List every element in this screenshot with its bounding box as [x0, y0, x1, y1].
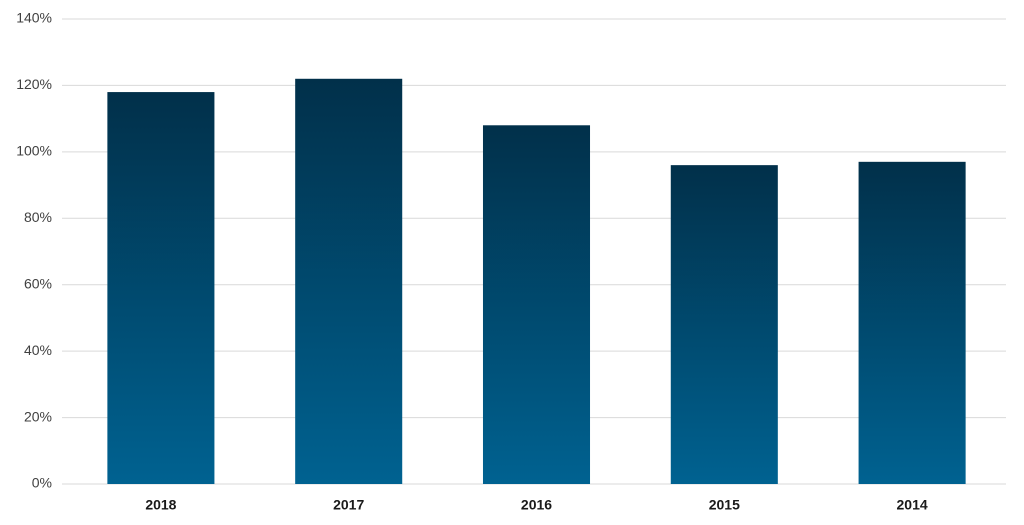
y-tick-label: 140% [16, 10, 52, 26]
y-tick-label: 100% [16, 143, 52, 159]
x-tick-label: 2016 [521, 497, 552, 513]
y-tick-label: 80% [24, 209, 52, 225]
bar [670, 165, 778, 484]
y-tick-label: 120% [16, 76, 52, 92]
x-tick-label: 2017 [333, 497, 364, 513]
y-tick-label: 0% [32, 475, 52, 491]
bar [482, 125, 591, 485]
bar [295, 78, 403, 485]
bar [107, 92, 215, 485]
x-tick-label: 2014 [897, 497, 928, 513]
x-tick-label: 2018 [145, 497, 176, 513]
x-tick-label: 2015 [709, 497, 740, 513]
bar [858, 161, 966, 485]
y-tick-label: 40% [24, 342, 52, 358]
y-tick-label: 20% [24, 408, 52, 424]
y-tick-label: 60% [24, 275, 52, 291]
